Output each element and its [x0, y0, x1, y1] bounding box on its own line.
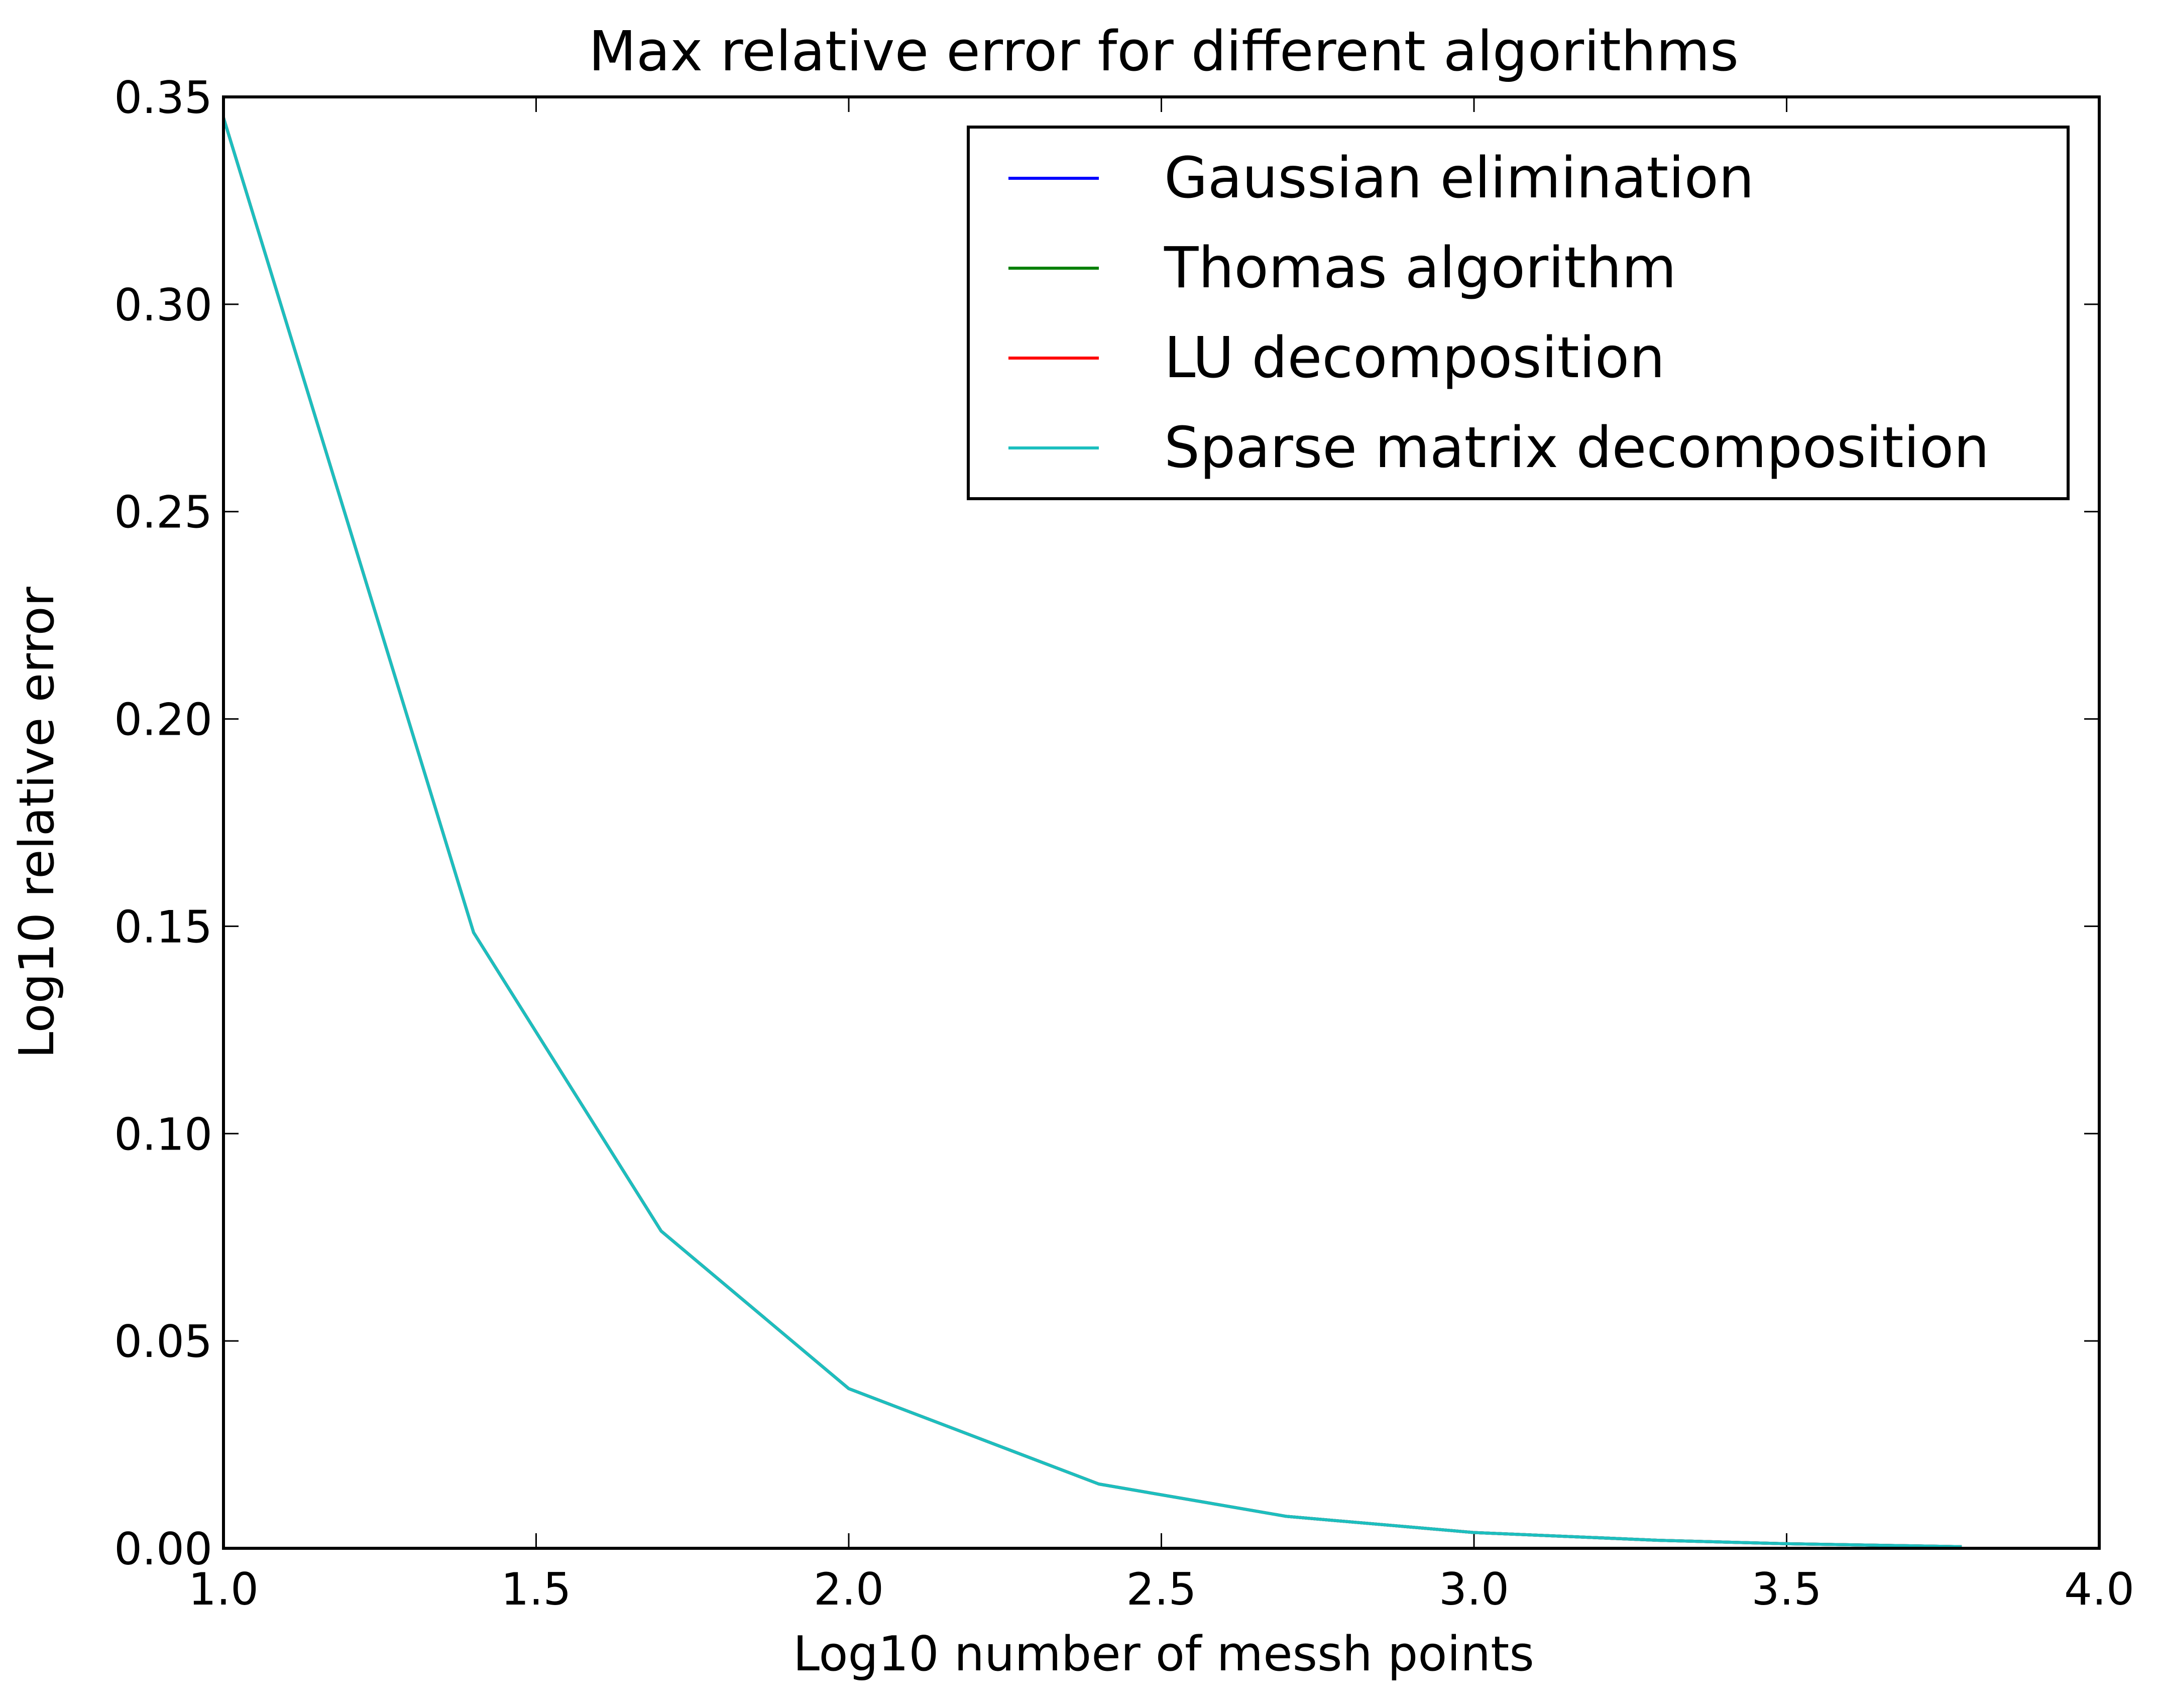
y-tick-label: 0.30 [114, 279, 212, 331]
legend: Gaussian elimination Thomas algorithm LU d… [967, 126, 2070, 500]
chart-title: Max relative error for different algorit… [589, 19, 1739, 83]
legend-label-2: LU decomposition [1164, 325, 1665, 391]
y-tick-label: 0.05 [114, 1316, 212, 1368]
x-axis-label: Log10 number of messh points [793, 1627, 1534, 1682]
y-tick-label: 0.00 [114, 1523, 212, 1575]
y-tick-label: 0.10 [114, 1108, 212, 1160]
series-lines [222, 117, 1962, 1548]
y-tick-label: 0.25 [114, 487, 212, 538]
x-tick-label: 2.5 [1126, 1563, 1197, 1615]
series-line-3 [222, 117, 1962, 1548]
x-tick-label: 1.0 [188, 1563, 259, 1615]
x-tick-label: 3.5 [1752, 1563, 1822, 1615]
axis-ticks: 1.0 1.5 2.0 2.5 3.0 3.5 4.0 0.00 0.05 0.10 0.15 0.2… [114, 72, 2134, 1615]
x-tick-label: 3.0 [1439, 1563, 1509, 1615]
legend-label-1: Thomas algorithm [1164, 236, 1676, 301]
x-tick-label: 2.0 [814, 1563, 884, 1615]
plot-frame [222, 95, 2101, 1550]
y-axis-label: Log10 relative error [10, 586, 65, 1058]
y-tick-label: 0.20 [114, 694, 212, 746]
legend-label-0: Gaussian elimination [1164, 146, 1754, 211]
legend-frame [967, 126, 2070, 500]
legend-label-3: Sparse matrix decomposition [1164, 415, 1989, 481]
x-tick-label: 1.5 [501, 1563, 572, 1615]
y-tick-label: 0.35 [114, 72, 212, 124]
x-tick-label: 4.0 [2064, 1563, 2134, 1615]
y-tick-label: 0.15 [114, 901, 212, 953]
